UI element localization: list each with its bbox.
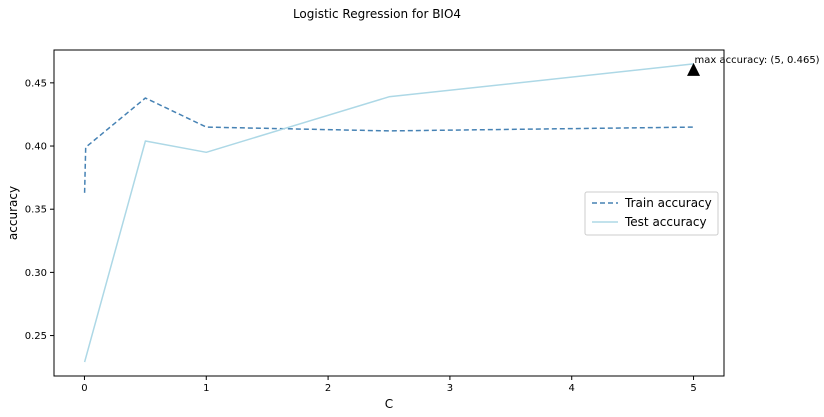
- x-axis-label: C: [385, 397, 393, 411]
- y-tick-label: 0.35: [25, 205, 47, 216]
- y-tick-label: 0.25: [25, 331, 47, 342]
- y-tick-label: 0.45: [25, 78, 47, 89]
- x-tick-label: 4: [569, 383, 575, 394]
- x-tick-label: 1: [203, 383, 209, 394]
- y-tick-label: 0.30: [25, 268, 47, 279]
- x-tick-label: 0: [81, 383, 87, 394]
- y-tick-label: 0.40: [25, 142, 47, 153]
- annotation-layer: max accuracy: (5, 0.465): [687, 55, 820, 76]
- series-line-train: [83, 97, 694, 193]
- plot-area: [53, 49, 725, 377]
- x-tick-label: 3: [447, 383, 453, 394]
- legend: Train accuracy Test accuracy: [584, 191, 719, 236]
- legend-test-label: Test accuracy: [624, 215, 707, 229]
- x-tick-label: 5: [690, 383, 696, 394]
- series-line-test: [83, 63, 694, 363]
- x-tick-label: 2: [325, 383, 331, 394]
- series-layer: [83, 63, 694, 363]
- legend-train-label: Train accuracy: [624, 196, 712, 210]
- legend-box: [584, 191, 719, 236]
- max-accuracy-annotation: max accuracy: (5, 0.465): [695, 55, 820, 66]
- x-axis: 0 1 2 3 4 5: [81, 376, 697, 394]
- y-axis: 0.25 0.30 0.35 0.40 0.45: [25, 78, 54, 342]
- y-axis-label: accuracy: [6, 186, 20, 240]
- chart-title: Logistic Regression for BIO4: [293, 7, 461, 21]
- max-accuracy-marker: [687, 62, 701, 76]
